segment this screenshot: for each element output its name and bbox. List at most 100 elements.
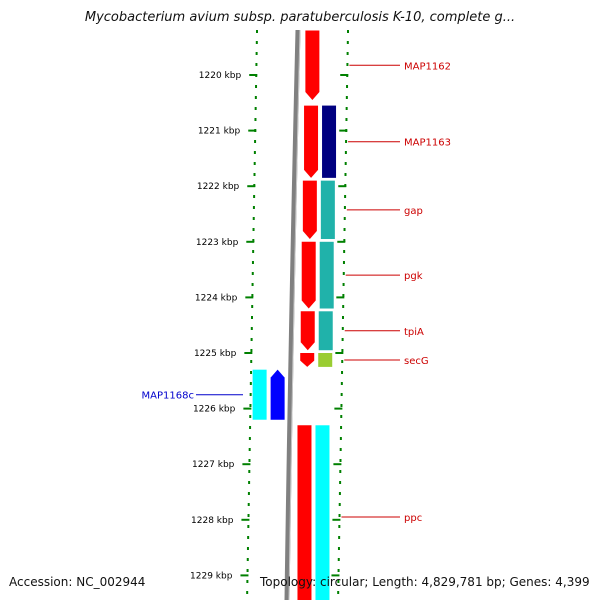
guide-dot — [339, 470, 342, 473]
guide-dot — [339, 481, 342, 484]
guide-dot — [253, 173, 256, 176]
guide-dot — [340, 382, 343, 385]
guide-dot — [342, 272, 345, 275]
cds-arrow[interactable] — [301, 241, 316, 309]
cds-arrow[interactable] — [300, 353, 315, 367]
guide-dot — [340, 404, 343, 407]
guide-dot — [248, 459, 251, 462]
guide-dot — [341, 327, 344, 330]
tick-label: 1229 kbp — [190, 571, 233, 581]
guide-dot — [341, 360, 344, 363]
guide-dot — [246, 558, 249, 561]
guide-dot — [254, 118, 257, 121]
tick-label: 1220 kbp — [199, 71, 242, 81]
guide-dot — [248, 437, 251, 440]
gene-ppc[interactable] — [297, 425, 330, 600]
guide-dot — [255, 52, 258, 55]
feature-bar[interactable] — [318, 353, 333, 367]
guide-dot — [339, 437, 342, 440]
guide-dot — [342, 305, 345, 308]
gene-label[interactable]: MAP1162 — [404, 61, 451, 72]
guide-dot — [250, 349, 253, 352]
tick-label: 1228 kbp — [191, 516, 234, 526]
guide-dot — [337, 569, 340, 572]
gene-label[interactable]: ppc — [404, 513, 422, 524]
gene-map1162[interactable] — [305, 30, 320, 101]
guide-dot — [346, 52, 349, 55]
cds-arrow[interactable] — [300, 311, 315, 351]
cds-arrow[interactable] — [302, 180, 317, 240]
guide-dot — [340, 393, 343, 396]
guide-dot — [346, 41, 349, 44]
genome-info-text: Topology: circular; Length: 4,829,781 bp… — [260, 575, 590, 589]
guide-dot — [342, 261, 345, 264]
gene-label[interactable]: tpiA — [404, 327, 424, 338]
guide-dot — [248, 481, 251, 484]
gene-label[interactable]: MAP1163 — [404, 138, 451, 149]
guide-dot — [251, 294, 254, 297]
gene-label[interactable]: pgk — [404, 271, 423, 282]
guide-dot — [249, 426, 252, 429]
guide-dot — [345, 107, 348, 110]
scale-ticks: 1220 kbp 1221 kbp 1222 kbp 1223 kbp 1224 kbp… — [190, 71, 349, 581]
feature-bar[interactable] — [322, 105, 337, 178]
guide-dot — [253, 151, 256, 154]
feature-bar[interactable] — [318, 311, 333, 351]
gene-label[interactable]: gap — [404, 206, 423, 217]
gene-pgk[interactable] — [301, 241, 334, 309]
guide-dot — [252, 250, 255, 253]
dotted-guide-lines — [246, 30, 349, 594]
guide-dot — [248, 448, 251, 451]
guide-dot — [250, 360, 253, 363]
guide-dot — [341, 338, 344, 341]
cds-arrow[interactable] — [297, 425, 312, 600]
guide-dot — [248, 470, 251, 473]
guide-dot — [345, 140, 348, 143]
guide-dot — [252, 228, 255, 231]
gene-tpia[interactable] — [300, 311, 333, 351]
feature-bar[interactable] — [319, 241, 334, 309]
tick-label: 1226 kbp — [193, 405, 236, 415]
gene-gap[interactable] — [302, 180, 335, 240]
guide-dot — [338, 525, 341, 528]
feature-bar[interactable] — [320, 180, 335, 240]
cds-arrow[interactable] — [304, 105, 319, 178]
guide-dot — [337, 580, 340, 583]
guide-dot — [251, 272, 254, 275]
guide-dot — [343, 250, 346, 253]
feature-bar[interactable] — [252, 369, 267, 420]
guide-dot — [246, 569, 249, 572]
guide-dot — [254, 96, 257, 99]
guide-dot — [344, 162, 347, 165]
guide-dot — [340, 426, 343, 429]
guide-dot — [341, 349, 344, 352]
guide-dot — [346, 85, 349, 88]
guide-dot — [250, 327, 253, 330]
guide-dot — [345, 96, 348, 99]
guide-dot — [344, 195, 347, 198]
cds-arrow[interactable] — [305, 30, 320, 101]
guide-dot — [337, 591, 340, 594]
gene-map1163[interactable] — [304, 105, 337, 178]
guide-dot — [338, 514, 341, 517]
gene-map1168c[interactable] — [252, 369, 285, 420]
gene-secg[interactable] — [300, 353, 333, 367]
feature-bar[interactable] — [315, 425, 330, 600]
chromosome-backbone — [284, 29, 301, 600]
guide-dot — [247, 525, 250, 528]
cds-arrow[interactable] — [270, 369, 285, 420]
gene-label[interactable]: secG — [404, 356, 429, 367]
guide-dot — [249, 415, 252, 418]
guide-dot — [337, 547, 340, 550]
guide-dot — [338, 492, 341, 495]
gene-labels: MAP1162 MAP1163 gap pgk tpiA secG MAP1168c ppc — [142, 61, 451, 524]
gene-label[interactable]: MAP1168c — [142, 391, 194, 402]
guide-dot — [343, 217, 346, 220]
guide-dot — [253, 162, 256, 165]
guide-dot — [246, 547, 249, 550]
guide-dot — [254, 107, 257, 110]
guide-dot — [251, 305, 254, 308]
tick-label: 1225 kbp — [194, 349, 237, 359]
guide-dot — [256, 30, 258, 33]
